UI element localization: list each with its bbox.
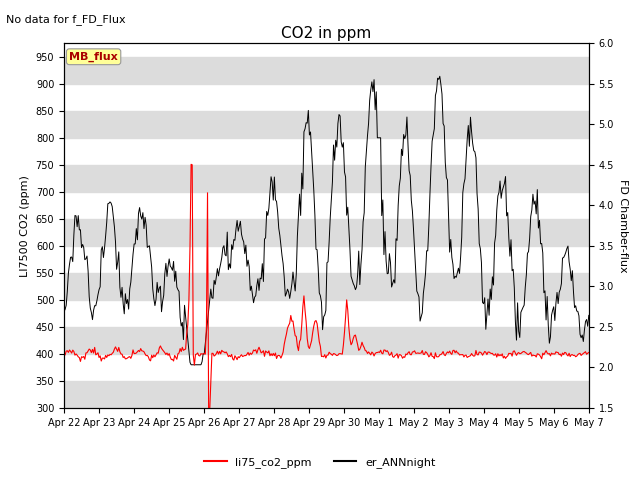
Text: No data for f_FD_Flux: No data for f_FD_Flux (6, 14, 126, 25)
Y-axis label: FD Chamber-flux: FD Chamber-flux (618, 179, 628, 273)
Bar (64, 57, 589, 84)
Bar (64, 219, 589, 246)
Bar (64, 327, 589, 354)
Title: CO2 in ppm: CO2 in ppm (281, 25, 372, 41)
Bar (64, 165, 589, 192)
Y-axis label: LI7500 CO2 (ppm): LI7500 CO2 (ppm) (20, 175, 30, 276)
Bar (64, 273, 589, 300)
Bar (64, 381, 589, 408)
Text: MB_flux: MB_flux (69, 52, 118, 62)
Legend: li75_co2_ppm, er_ANNnight: li75_co2_ppm, er_ANNnight (200, 452, 440, 472)
Bar (64, 111, 589, 138)
